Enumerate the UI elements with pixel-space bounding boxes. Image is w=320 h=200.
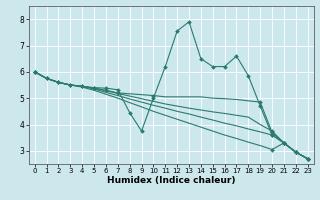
X-axis label: Humidex (Indice chaleur): Humidex (Indice chaleur) bbox=[107, 176, 236, 185]
